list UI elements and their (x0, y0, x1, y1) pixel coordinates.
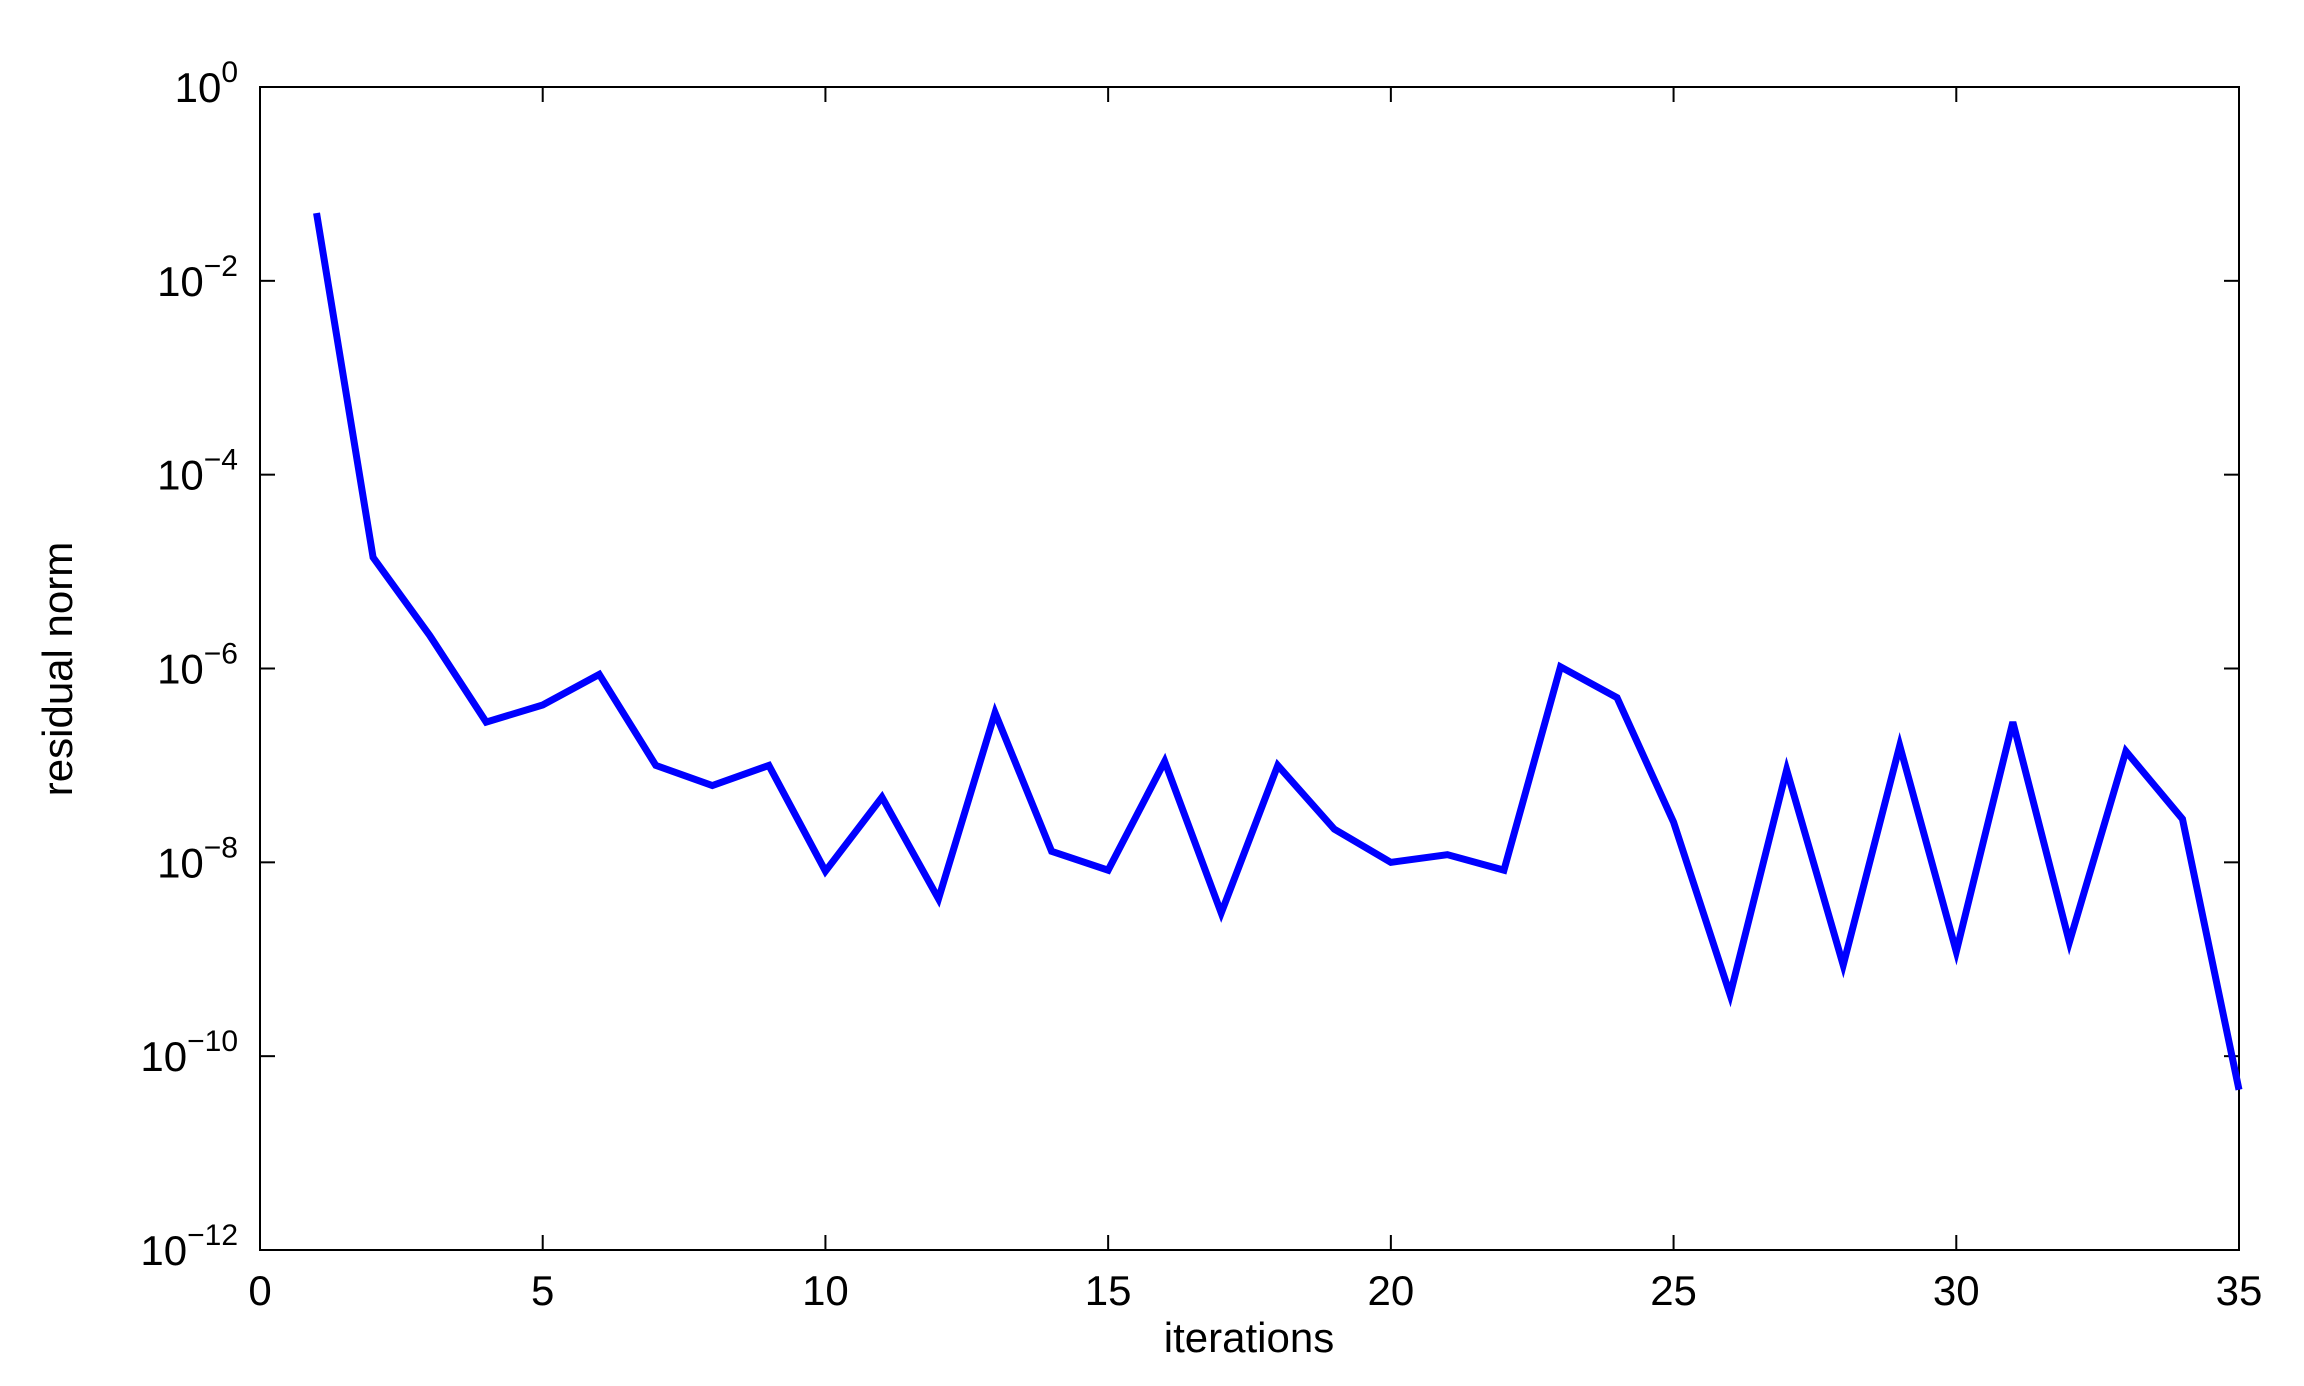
y-tick-label: 10−2 (157, 250, 238, 305)
x-tick-label: 20 (1367, 1267, 1414, 1314)
x-axis-label: iterations (1164, 1314, 1334, 1361)
y-axis-label: residual norm (34, 542, 81, 796)
x-tick-label: 5 (531, 1267, 554, 1314)
x-tick-label: 0 (248, 1267, 271, 1314)
x-tick-label: 25 (1650, 1267, 1697, 1314)
x-tick-label: 30 (1933, 1267, 1980, 1314)
y-tick-label: 100 (175, 56, 238, 111)
y-tick-label: 10−6 (157, 638, 238, 693)
y-tick-label: 10−12 (140, 1219, 238, 1274)
y-tick-label: 10−10 (140, 1025, 238, 1080)
line-series (313, 212, 2243, 1091)
y-tick-label: 10−4 (157, 444, 238, 499)
x-tick-label: 15 (1085, 1267, 1132, 1314)
x-tick-label: 10 (802, 1267, 849, 1314)
y-tick-label: 10−8 (157, 831, 238, 886)
plot-frame (259, 86, 2240, 1251)
x-tick-label: 35 (2216, 1267, 2263, 1314)
